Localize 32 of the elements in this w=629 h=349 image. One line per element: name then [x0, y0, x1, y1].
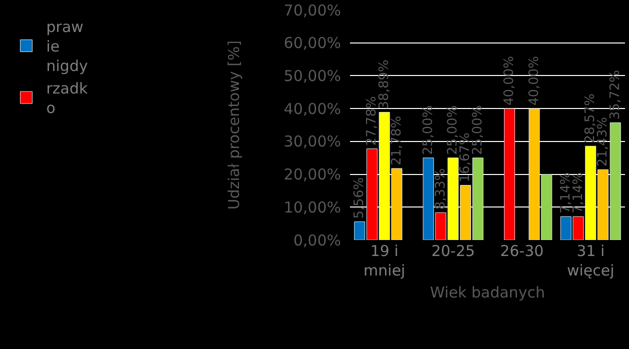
data-label: 27,78% [364, 96, 380, 146]
data-label: 28,57% [583, 94, 598, 144]
y-tick-label: 70,00% [284, 1, 341, 20]
data-label: 7,14% [558, 172, 574, 214]
data-label: 25,00% [420, 105, 436, 155]
y-tick-label: 60,00% [284, 34, 341, 52]
data-label: 40,00% [502, 56, 517, 106]
data-label: 8,33% [433, 168, 448, 210]
x-tick-label: 20-25 [431, 242, 475, 260]
y-tick-label: 40,00% [284, 100, 341, 118]
y-tick-label: 20,00% [284, 166, 341, 184]
data-label: 40,00% [526, 56, 542, 106]
data-label: 21,78% [389, 116, 404, 166]
y-tick-label: 30,00% [284, 132, 341, 151]
data-label: 38,89% [376, 60, 392, 110]
data-label: 25,00% [446, 105, 461, 155]
data-label: 16,67% [458, 132, 473, 182]
data-label: 25,00% [470, 105, 486, 155]
x-tick-label: 19 i mniej [364, 242, 406, 280]
y-tick-label: 10,00% [284, 198, 341, 216]
y-tick-label: 0,00% [293, 231, 341, 250]
bar [504, 108, 516, 240]
x-tick-label: 26-30 [500, 242, 544, 260]
x-tick-label: 31 i więcej [566, 242, 614, 280]
y-tick-label: 50,00% [284, 66, 341, 85]
data-label: 35,72% [608, 70, 623, 120]
legend-label: rzadk o [46, 80, 88, 118]
data-label: 5,56% [352, 177, 368, 219]
y-axis-title: Udział procentowy [%] [225, 40, 244, 210]
data-label: 7,14% [570, 172, 586, 214]
data-label: 21,43% [596, 117, 610, 167]
x-axis-title: Wiek badanych [430, 284, 545, 302]
